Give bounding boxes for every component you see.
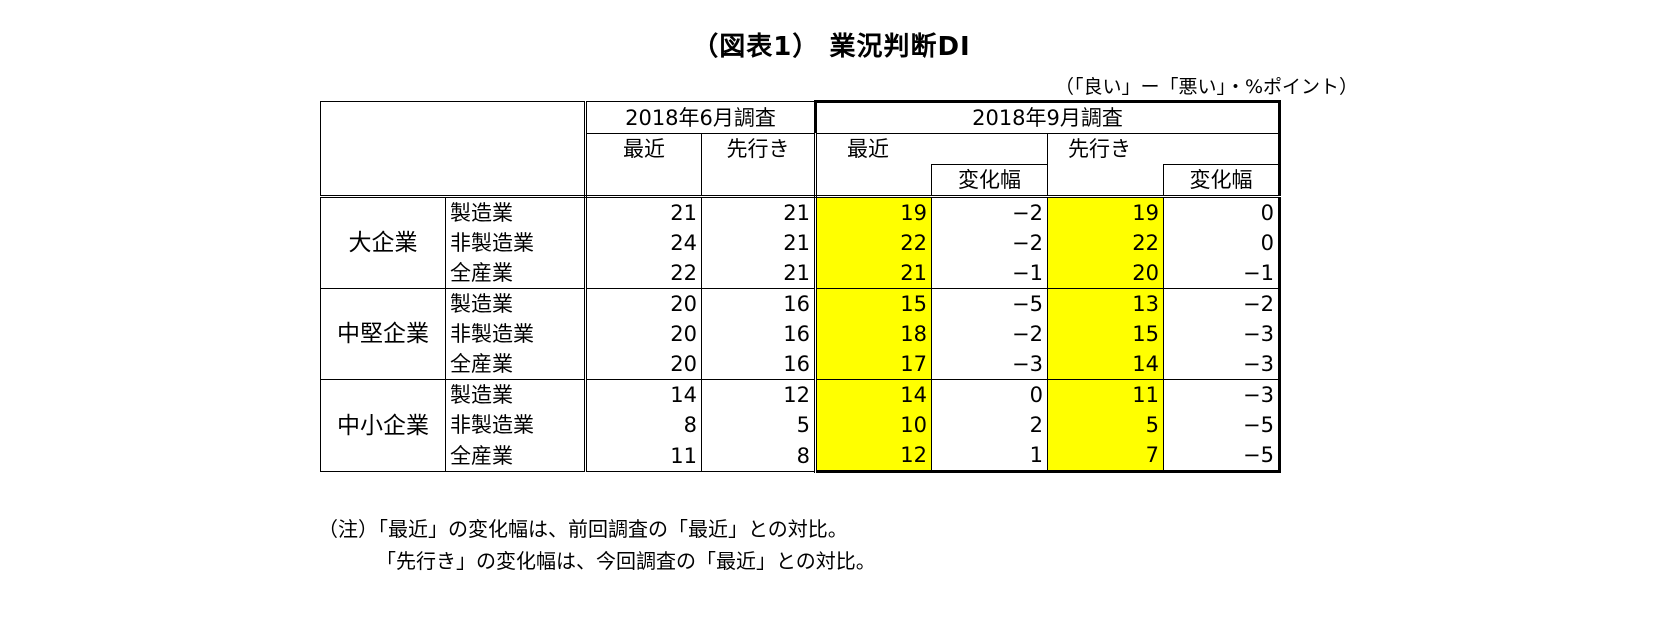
cell-sep-recent-change: −1 xyxy=(931,258,1048,289)
sector-label: 非製造業 xyxy=(445,319,587,349)
cell-jun-recent: 8 xyxy=(585,410,702,440)
cell-jun-forecast: 21 xyxy=(701,228,817,258)
cell-sep-forecast-change: −1 xyxy=(1163,258,1281,289)
sector-label: 製造業 xyxy=(445,288,587,319)
cell-sep-recent-change: 2 xyxy=(931,410,1048,440)
table-row: 非製造業 20 16 18 −2 15 −3 xyxy=(321,319,1281,349)
cell-jun-forecast: 8 xyxy=(701,440,817,472)
cell-jun-forecast: 12 xyxy=(701,379,817,410)
sector-label: 全産業 xyxy=(445,349,587,380)
cell-jun-recent: 22 xyxy=(585,258,702,289)
cell-sep-recent-change: 1 xyxy=(931,440,1048,473)
cell-sep-forecast: 7 xyxy=(1047,440,1164,473)
cell-sep-forecast: 22 xyxy=(1047,228,1164,258)
cell-jun-recent: 14 xyxy=(585,379,702,410)
cell-sep-forecast: 14 xyxy=(1047,349,1164,380)
header-sept-recent: 最近 xyxy=(814,133,1048,165)
cell-sep-forecast-change: 0 xyxy=(1163,196,1281,228)
footnote: （注）「最近」の変化幅は、前回調査の「最近」との対比。 「先行き」の変化幅は、今… xyxy=(318,513,876,577)
header-june-survey: 2018年6月調査 xyxy=(585,101,816,134)
group-label-large: 大企業 xyxy=(320,196,446,289)
table-row: 全産業 11 8 12 1 7 −5 xyxy=(321,440,1281,473)
cell-sep-forecast-change: −2 xyxy=(1163,288,1281,319)
cell-sep-forecast-change: −5 xyxy=(1163,440,1281,473)
header-sept-forecast-change: 変化幅 xyxy=(1163,164,1281,198)
page-title: （図表1） 業況判断DI xyxy=(692,32,971,62)
cell-sep-forecast: 19 xyxy=(1047,196,1164,228)
cell-sep-forecast: 5 xyxy=(1047,410,1164,440)
sector-label: 全産業 xyxy=(445,440,587,472)
cell-sep-recent: 19 xyxy=(814,196,932,228)
header-corner xyxy=(320,101,587,198)
cell-sep-forecast-change: −3 xyxy=(1163,379,1281,410)
footnote-line-2: 「先行き」の変化幅は、今回調査の「最近」との対比。 xyxy=(376,549,876,573)
cell-jun-forecast: 21 xyxy=(701,258,817,289)
header-june-forecast: 先行き xyxy=(701,133,817,198)
group-label-mid: 中堅企業 xyxy=(320,288,446,380)
cell-sep-recent: 21 xyxy=(814,258,932,289)
cell-jun-recent: 20 xyxy=(585,288,702,319)
sector-label: 製造業 xyxy=(445,379,587,410)
cell-sep-recent: 22 xyxy=(814,228,932,258)
header-sept-survey: 2018年9月調査 xyxy=(814,100,1281,134)
header-sept-forecast: 先行き xyxy=(1047,133,1281,165)
cell-sep-recent-change: −2 xyxy=(931,196,1048,228)
header-sept-recent-spacer xyxy=(814,164,932,198)
cell-sep-recent: 15 xyxy=(814,288,932,319)
business-conditions-table: 2018年6月調査 2018年9月調査 最近 先行き 最近 先行き 変化幅 変化… xyxy=(320,100,1281,473)
table-row: 非製造業 8 5 10 2 5 −5 xyxy=(321,410,1281,440)
sector-label: 非製造業 xyxy=(445,410,587,440)
cell-sep-recent-change: −3 xyxy=(931,349,1048,380)
cell-jun-forecast: 16 xyxy=(701,319,817,349)
cell-sep-recent: 18 xyxy=(814,319,932,349)
cell-sep-recent-change: 0 xyxy=(931,379,1048,410)
cell-jun-forecast: 21 xyxy=(701,196,817,228)
cell-sep-forecast: 15 xyxy=(1047,319,1164,349)
cell-sep-recent-change: −5 xyxy=(931,288,1048,319)
table-row: 中小企業 製造業 14 12 14 0 11 −3 xyxy=(320,379,1281,472)
footnote-line-1: （注）「最近」の変化幅は、前回調査の「最近」との対比。 xyxy=(318,517,848,541)
table-row: 中堅企業 製造業 20 16 15 −5 13 −2 xyxy=(320,288,1281,380)
cell-jun-recent: 20 xyxy=(585,349,702,380)
cell-jun-forecast: 16 xyxy=(701,349,817,380)
cell-jun-forecast: 5 xyxy=(701,410,817,440)
cell-sep-forecast-change: 0 xyxy=(1163,228,1281,258)
header-june-recent: 最近 xyxy=(585,133,702,198)
header-sept-forecast-spacer xyxy=(1047,164,1164,198)
table-row: 大企業 製造業 21 21 19 −2 19 0 xyxy=(320,196,1281,289)
table-row: 全産業 22 21 21 −1 20 −1 xyxy=(321,258,1281,289)
table-row: 全産業 20 16 17 −3 14 −3 xyxy=(321,349,1281,380)
cell-jun-forecast: 16 xyxy=(701,288,817,319)
cell-sep-forecast-change: −3 xyxy=(1163,349,1281,380)
unit-label: （「良い」ー「悪い」・%ポイント） xyxy=(1054,76,1358,98)
sector-label: 非製造業 xyxy=(445,228,587,258)
cell-jun-recent: 21 xyxy=(585,196,702,228)
cell-sep-forecast: 11 xyxy=(1047,379,1164,410)
cell-sep-forecast-change: −3 xyxy=(1163,319,1281,349)
cell-sep-recent-change: −2 xyxy=(931,228,1048,258)
sector-label: 製造業 xyxy=(445,196,587,228)
table-row: 非製造業 24 21 22 −2 22 0 xyxy=(321,228,1281,258)
cell-sep-recent: 10 xyxy=(814,410,932,440)
cell-sep-recent: 17 xyxy=(814,349,932,380)
cell-sep-recent: 12 xyxy=(814,440,932,473)
cell-jun-recent: 20 xyxy=(585,319,702,349)
header-sept-recent-change: 変化幅 xyxy=(931,164,1048,198)
cell-sep-forecast: 13 xyxy=(1047,288,1164,319)
cell-sep-recent: 14 xyxy=(814,379,932,410)
cell-sep-forecast: 20 xyxy=(1047,258,1164,289)
cell-jun-recent: 11 xyxy=(585,440,702,472)
cell-jun-recent: 24 xyxy=(585,228,702,258)
group-label-small: 中小企業 xyxy=(320,379,446,472)
cell-sep-forecast-change: −5 xyxy=(1163,410,1281,440)
sector-label: 全産業 xyxy=(445,258,587,289)
cell-sep-recent-change: −2 xyxy=(931,319,1048,349)
